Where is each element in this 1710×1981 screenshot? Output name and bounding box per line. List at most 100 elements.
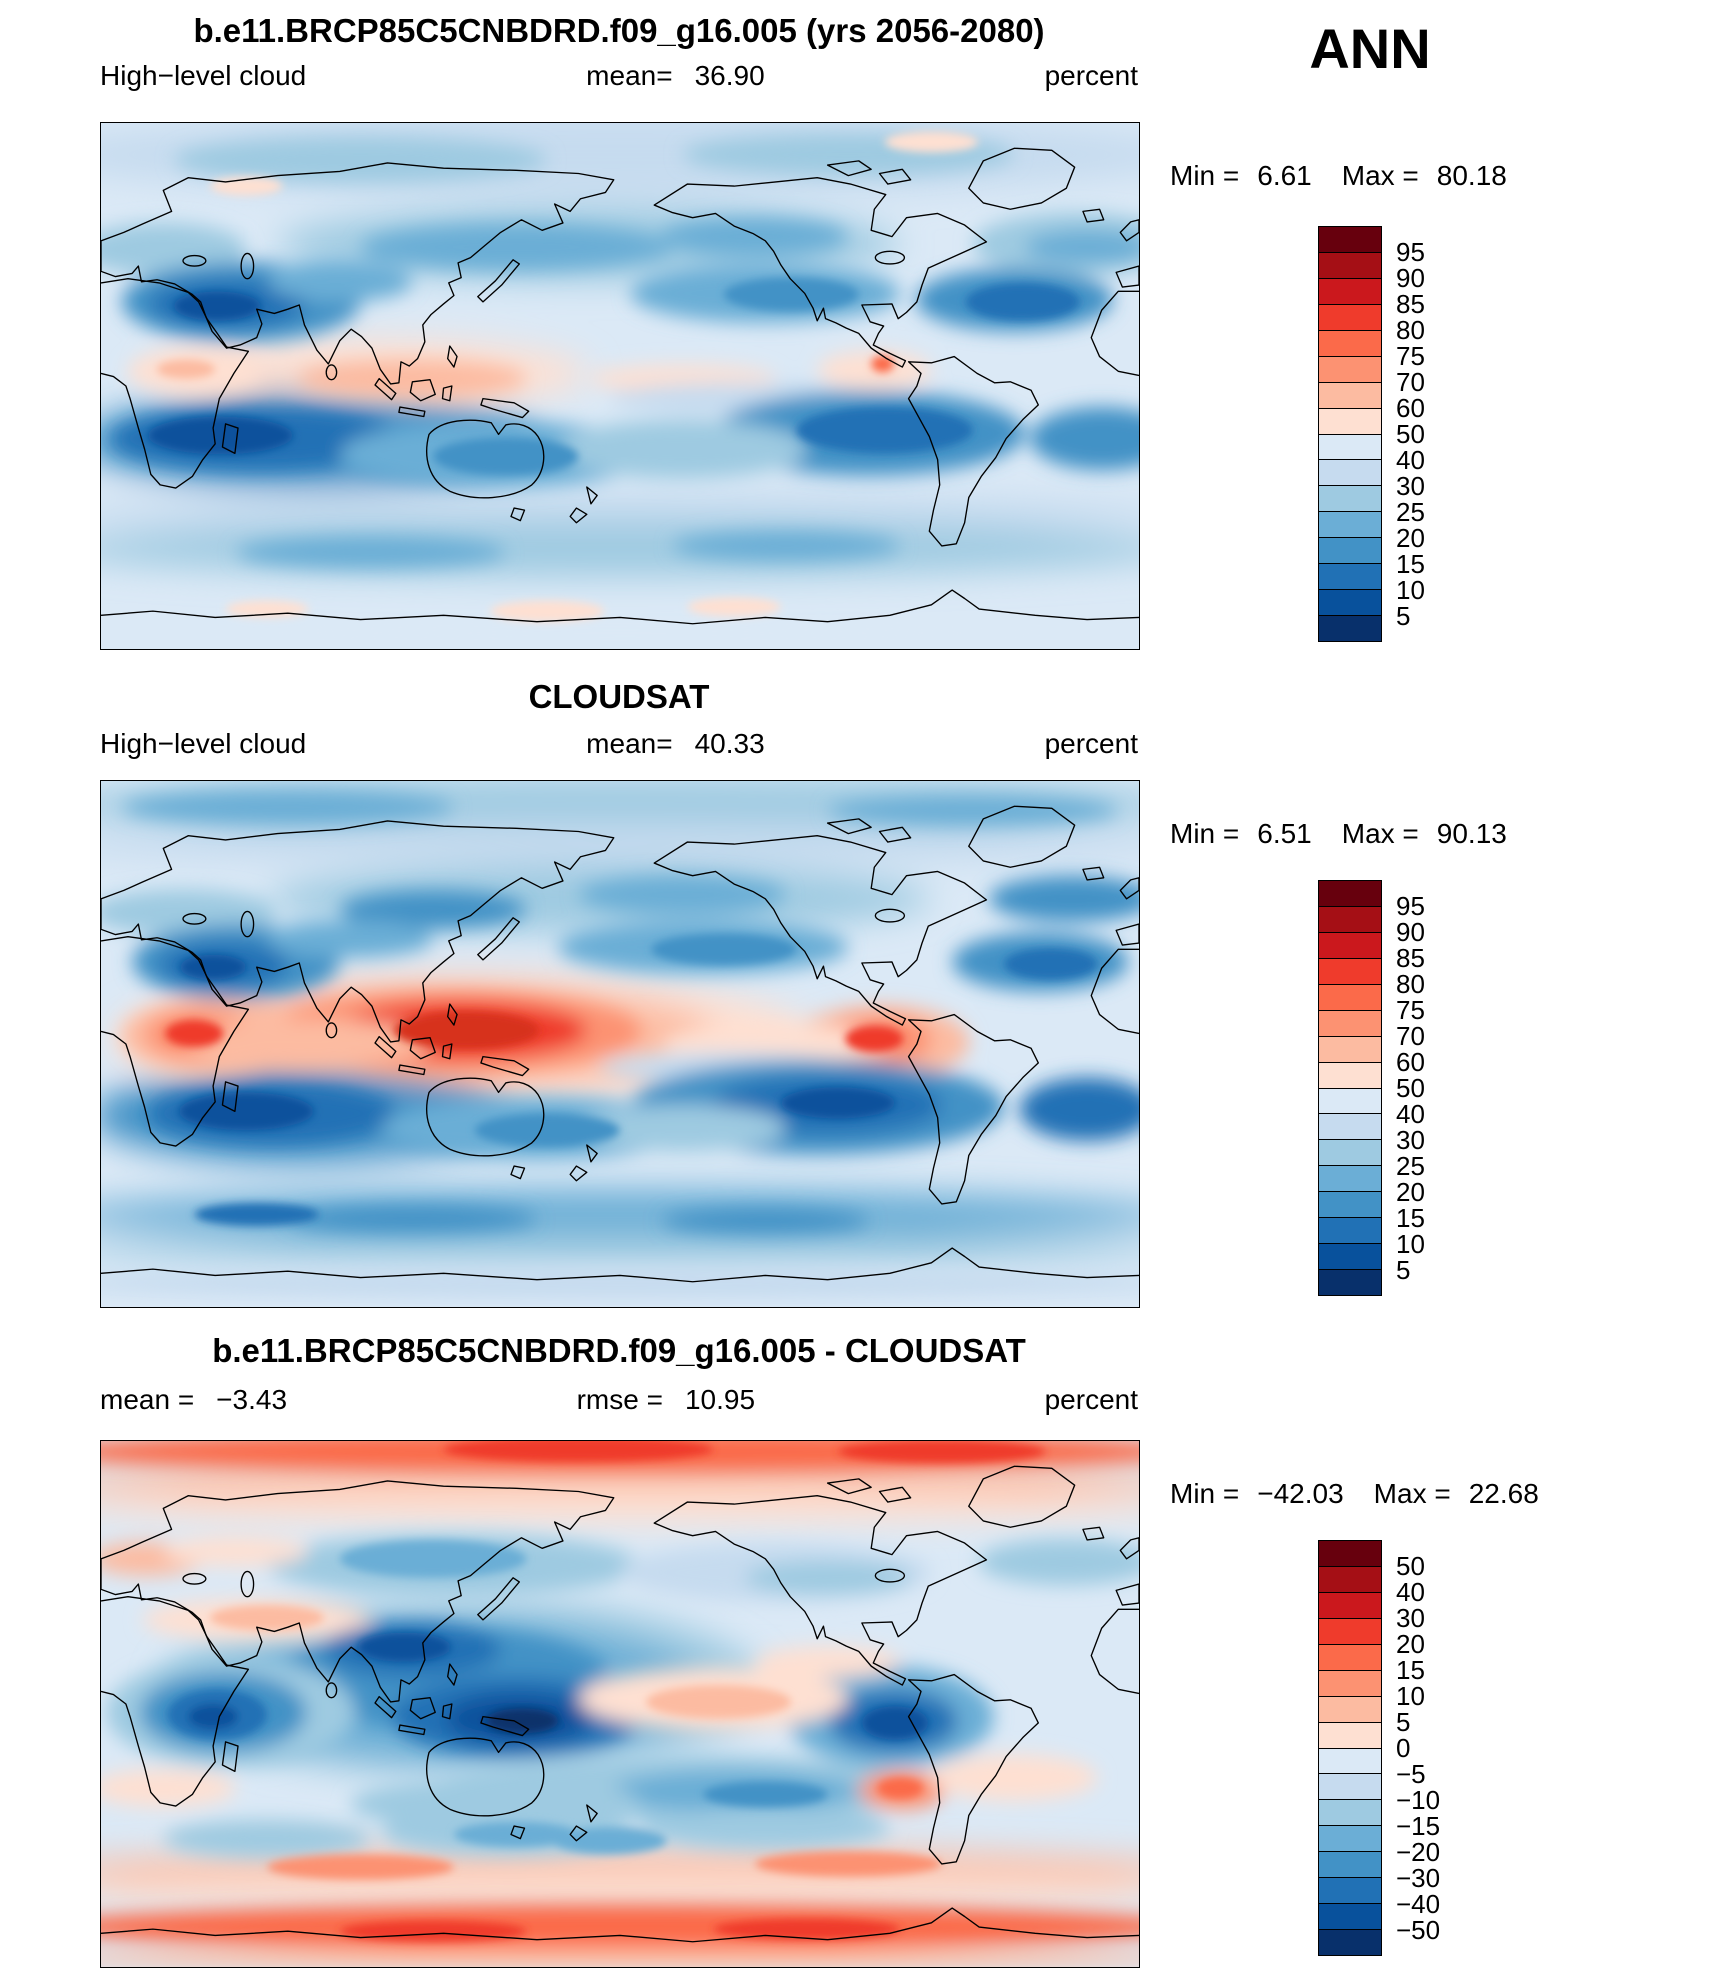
colorbar-tick-label: 85 bbox=[1396, 943, 1425, 973]
mean-value: 36.90 bbox=[694, 60, 765, 91]
panel-observation-title: CLOUDSAT bbox=[528, 678, 710, 715]
colorbar-segment bbox=[1319, 1009, 1381, 1036]
colorbar-tick-label: −15 bbox=[1396, 1811, 1441, 1841]
colorbar-segment bbox=[1319, 433, 1381, 460]
colorbar-tick-label: 0 bbox=[1396, 1733, 1411, 1763]
map-model-field bbox=[101, 123, 1139, 649]
colorbar-tick-label: 40 bbox=[1396, 445, 1425, 475]
mean-label: mean= bbox=[586, 728, 673, 759]
max-label: Max = bbox=[1341, 818, 1419, 849]
colorbar-segment bbox=[1319, 485, 1381, 512]
colorbar-segment bbox=[1319, 1721, 1381, 1748]
colorbar-tick-label: 20 bbox=[1396, 1177, 1425, 1207]
colorbar-segment bbox=[1319, 1541, 1381, 1566]
colorbar-segment bbox=[1319, 1799, 1381, 1826]
colorbar-segment bbox=[1319, 1669, 1381, 1696]
colorbar-difference-labels: 50 40 30 20 15 10 5 0 −5 −10 −15 −20 −30 −40 −50 bbox=[1396, 1540, 1476, 1956]
panel-difference-meta-row: mean = −3.43 rmse = 10.95 percent bbox=[100, 1384, 1138, 1416]
rmse-label: rmse = bbox=[576, 1384, 663, 1415]
season-label: ANN bbox=[1309, 17, 1431, 80]
colorbar-model bbox=[1318, 226, 1382, 642]
mean-label: mean= bbox=[586, 60, 673, 91]
units-label: percent bbox=[1044, 1384, 1138, 1415]
colorbar-segment bbox=[1319, 1903, 1381, 1930]
colorbar-tick-label: 15 bbox=[1396, 1655, 1425, 1685]
colorbar-tick-label: 30 bbox=[1396, 471, 1425, 501]
min-label: Min = bbox=[1170, 818, 1240, 849]
colorbar-observation bbox=[1318, 880, 1382, 1296]
colorbar-tick-label: 15 bbox=[1396, 549, 1425, 579]
colorbar-tick-label: 40 bbox=[1396, 1577, 1425, 1607]
min-label: Min = bbox=[1170, 160, 1240, 191]
colorbar-tick-label: 50 bbox=[1396, 1073, 1425, 1103]
colorbar-tick-label: 40 bbox=[1396, 1099, 1425, 1129]
colorbar-tick-label: 20 bbox=[1396, 523, 1425, 553]
colorbar-tick-label: 60 bbox=[1396, 1047, 1425, 1077]
mean-readout: mean= 36.90 bbox=[586, 60, 764, 92]
min-label: Min = bbox=[1170, 1478, 1240, 1509]
colorbar-tick-label: 25 bbox=[1396, 497, 1425, 527]
colorbar-tick-label: −40 bbox=[1396, 1889, 1441, 1919]
mean-readout: mean = −3.43 bbox=[100, 1384, 287, 1416]
colorbar-tick-label: 70 bbox=[1396, 1021, 1425, 1051]
colorbar-segment bbox=[1319, 1617, 1381, 1644]
colorbar-model-labels: 95 90 85 80 75 70 60 50 40 30 25 20 15 10 5 bbox=[1396, 226, 1476, 642]
colorbar-tick-label: −50 bbox=[1396, 1915, 1441, 1945]
colorbar-tick-label: −30 bbox=[1396, 1863, 1441, 1893]
max-value: 22.68 bbox=[1468, 1478, 1539, 1509]
colorbar-tick-label: 80 bbox=[1396, 315, 1425, 345]
panel-model-title: b.e11.BRCP85C5CNBDRD.f09_g16.005 (yrs 20… bbox=[193, 12, 1045, 49]
map-cloudsat-field bbox=[101, 781, 1139, 1307]
min-value: 6.61 bbox=[1257, 160, 1312, 191]
colorbar-segment bbox=[1319, 1191, 1381, 1218]
colorbar-tick-label: −5 bbox=[1396, 1759, 1426, 1789]
colorbar-tick-label: 30 bbox=[1396, 1603, 1425, 1633]
colorbar-segment bbox=[1319, 537, 1381, 564]
colorbar-tick-label: 50 bbox=[1396, 1551, 1425, 1581]
colorbar-segment bbox=[1319, 329, 1381, 356]
field-layer-cores bbox=[167, 1441, 1046, 1942]
colorbar-tick-label: 5 bbox=[1396, 1255, 1411, 1285]
colorbar-tick-label: 95 bbox=[1396, 891, 1425, 921]
colorbar-segment bbox=[1319, 1695, 1381, 1722]
colorbar-segment bbox=[1319, 905, 1381, 932]
colorbar-segment bbox=[1319, 381, 1381, 408]
colorbar-segment bbox=[1319, 227, 1381, 252]
rmse-readout: rmse = 10.95 bbox=[577, 1384, 755, 1416]
max-label: Max = bbox=[1373, 1478, 1451, 1509]
panel-observation-meta-row: High−level cloud mean= 40.33 percent bbox=[100, 728, 1138, 760]
min-value: 6.51 bbox=[1257, 818, 1312, 849]
colorbar-segment bbox=[1319, 251, 1381, 278]
colorbar-segment bbox=[1319, 1165, 1381, 1192]
colorbar-segment bbox=[1319, 1747, 1381, 1774]
colorbar-segment bbox=[1319, 1139, 1381, 1166]
colorbar-segment bbox=[1319, 355, 1381, 382]
colorbar-segment bbox=[1319, 1565, 1381, 1592]
colorbar-tick-label: 60 bbox=[1396, 393, 1425, 423]
colorbar-tick-label: 10 bbox=[1396, 1681, 1425, 1711]
colorbar-tick-label: 50 bbox=[1396, 419, 1425, 449]
colorbar-tick-label: −10 bbox=[1396, 1785, 1441, 1815]
min-value: −42.03 bbox=[1257, 1478, 1344, 1509]
colorbar-segment bbox=[1319, 511, 1381, 538]
max-value: 90.13 bbox=[1436, 818, 1507, 849]
colorbar-segment bbox=[1319, 303, 1381, 330]
colorbar-segment bbox=[1319, 1243, 1381, 1270]
colorbar-segment bbox=[1319, 589, 1381, 616]
map-difference bbox=[100, 1440, 1140, 1968]
minmax-observation: Min = 6.51 Max = 90.13 bbox=[1170, 818, 1610, 850]
mean-readout: mean= 40.33 bbox=[586, 728, 764, 760]
panel-model-meta-row: High−level cloud mean= 36.90 percent bbox=[100, 60, 1138, 92]
colorbar-segment bbox=[1319, 459, 1381, 486]
colorbar-tick-label: 20 bbox=[1396, 1629, 1425, 1659]
rmse-value: 10.95 bbox=[684, 1384, 756, 1415]
colorbar-segment bbox=[1319, 1591, 1381, 1618]
max-value: 80.18 bbox=[1436, 160, 1507, 191]
variable-label: High−level cloud bbox=[100, 60, 307, 91]
colorbar-tick-label: 70 bbox=[1396, 367, 1425, 397]
colorbar-tick-label: −20 bbox=[1396, 1837, 1441, 1867]
colorbar-tick-label: 25 bbox=[1396, 1151, 1425, 1181]
colorbar-segment bbox=[1319, 1929, 1381, 1955]
colorbar-tick-label: 80 bbox=[1396, 969, 1425, 999]
